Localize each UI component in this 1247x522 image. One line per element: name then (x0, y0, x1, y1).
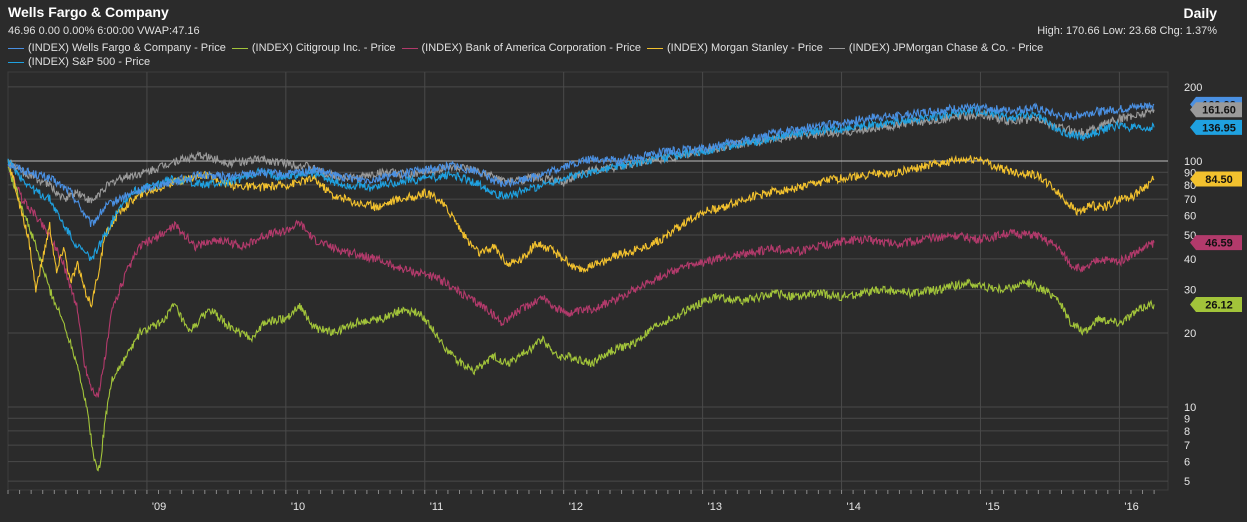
badge-value: 46.59 (1205, 238, 1233, 250)
x-tick-label: '12 (569, 501, 583, 513)
y-tick-label: 60 (1184, 211, 1196, 223)
legend-label: (INDEX) Morgan Stanley - Price (666, 42, 823, 54)
legend-item[interactable]: (INDEX) S&P 500 - Price (8, 55, 150, 69)
y-tick-label: 7 (1184, 440, 1190, 452)
series-line (7, 106, 1155, 204)
y-tick-label: 20 (1184, 328, 1196, 340)
series-line (7, 104, 1155, 262)
badge-shape (1190, 296, 1242, 312)
x-tick-label: '16 (1124, 501, 1138, 513)
legend-label: (INDEX) Wells Fargo & Company - Price (28, 42, 226, 54)
badge-shape (1190, 235, 1242, 251)
x-tick-label: '11 (430, 501, 444, 513)
legend-item[interactable]: (INDEX) Bank of America Corporation - Pr… (401, 41, 641, 55)
badge-value: 161.60 (1202, 105, 1236, 117)
legend-item[interactable]: (INDEX) JPMorgan Chase & Co. - Price (828, 41, 1044, 55)
chart-title: Wells Fargo & Company (8, 4, 169, 20)
y-tick-label: 9 (1184, 413, 1190, 425)
legend-item[interactable]: (INDEX) Wells Fargo & Company - Price (8, 41, 226, 55)
series-line (7, 162, 1155, 398)
last-value-badge: 136.95 (1190, 119, 1242, 135)
y-tick-label: 200 (1184, 82, 1202, 94)
legend-swatch (231, 47, 248, 49)
chart-legend: (INDEX) Wells Fargo & Company - Price (IN… (8, 41, 1188, 69)
y-tick-label: 30 (1184, 285, 1196, 297)
legend-item[interactable]: (INDEX) Morgan Stanley - Price (646, 41, 823, 55)
legend-label: (INDEX) JPMorgan Chase & Co. - Price (848, 42, 1044, 54)
legend-swatch (828, 47, 845, 49)
period-label[interactable]: Daily (1183, 5, 1217, 21)
badge-shape (1190, 171, 1242, 187)
x-tick-label: '13 (708, 501, 722, 513)
y-tick-label: 8 (1184, 426, 1190, 438)
badge-value: 84.50 (1205, 174, 1233, 186)
legend-label: (INDEX) S&P 500 - Price (28, 56, 151, 68)
last-value-badge: 161.60 (1190, 102, 1242, 118)
last-value-badge: 46.59 (1190, 235, 1242, 251)
y-tick-label: 6 (1184, 457, 1190, 469)
badge-shape (1190, 102, 1242, 118)
last-value-badge: 84.50 (1190, 171, 1242, 187)
legend-label: (INDEX) Bank of America Corporation - Pr… (421, 42, 641, 54)
legend-swatch (646, 47, 663, 49)
x-tick-label: '09 (152, 501, 166, 513)
y-tick-label: 40 (1184, 254, 1196, 266)
series-line (7, 166, 1155, 472)
badge-value: 136.95 (1202, 122, 1236, 134)
badge-value: 26.12 (1205, 299, 1233, 311)
legend-swatch (401, 47, 418, 49)
legend-label: (INDEX) Citigroup Inc. - Price (251, 42, 396, 54)
last-value-badge: 26.12 (1190, 296, 1242, 312)
legend-item[interactable]: (INDEX) Citigroup Inc. - Price (231, 41, 396, 55)
y-tick-label: 100 (1184, 156, 1202, 168)
y-tick-label: 5 (1184, 476, 1190, 488)
price-summary: 46.96 0.00 0.00% 6:00:00 VWAP:47.16 (8, 25, 200, 37)
series-line (7, 102, 1155, 227)
y-tick-label: 10 (1184, 402, 1196, 414)
x-tick-label: '15 (985, 501, 999, 513)
legend-swatch (8, 47, 24, 49)
plot-frame (7, 71, 1169, 491)
range-stats: High: 170.66 Low: 23.68 Chg: 1.37% (1037, 25, 1217, 37)
badge-shape (1190, 119, 1242, 135)
y-tick-label: 70 (1184, 194, 1196, 206)
x-tick-label: '14 (847, 501, 861, 513)
legend-swatch (8, 61, 24, 63)
x-tick-label: '10 (291, 501, 305, 513)
